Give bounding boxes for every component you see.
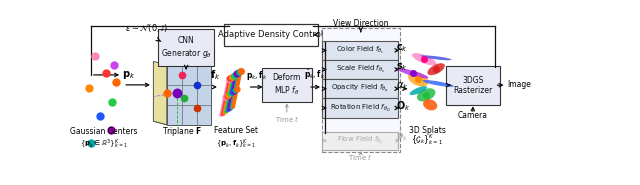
FancyBboxPatch shape [262,68,312,102]
Text: CNN
Generator $g_\theta$: CNN Generator $g_\theta$ [161,36,212,60]
FancyBboxPatch shape [322,60,399,79]
Ellipse shape [412,53,436,65]
FancyBboxPatch shape [167,65,211,125]
Ellipse shape [417,88,435,101]
Text: Gaussian Centers: Gaussian Centers [70,127,138,136]
Text: Time $t$: Time $t$ [348,152,373,162]
Text: $\{\mathcal{G}_k\}_{k=1}^K$: $\{\mathcal{G}_k\}_{k=1}^K$ [411,132,444,147]
Text: $\mathbf{p}_k$: $\mathbf{p}_k$ [122,69,135,81]
Text: Color Field $f_{\theta_c}$: Color Field $f_{\theta_c}$ [336,45,385,56]
Text: $\hat{\mathbf{p}}_k, \mathbf{f}_k$: $\hat{\mathbf{p}}_k, \mathbf{f}_k$ [304,68,325,83]
Text: $\epsilon \sim \mathcal{N}(0, \mathbb{I})$: $\epsilon \sim \mathcal{N}(0, \mathbb{I}… [125,22,168,34]
Ellipse shape [428,63,445,75]
FancyBboxPatch shape [446,66,500,105]
Ellipse shape [398,68,429,79]
Text: $\mathbf{f}_k$: $\mathbf{f}_k$ [210,68,220,82]
Text: Triplane $\mathbf{F}$: Triplane $\mathbf{F}$ [162,125,202,138]
Text: $\{\mathbf{p}_k \in \mathbb{R}^3\}_{k=1}^K$: $\{\mathbf{p}_k \in \mathbb{R}^3\}_{k=1}… [80,137,128,151]
Text: $\mathbf{s}_k$: $\mathbf{s}_k$ [396,61,408,73]
FancyBboxPatch shape [224,24,318,46]
Text: Rotation Field $f_{\theta_O}$: Rotation Field $f_{\theta_O}$ [330,102,390,114]
Ellipse shape [422,80,454,87]
FancyBboxPatch shape [158,29,214,66]
Text: Opacity Field $f_{\theta_\alpha}$: Opacity Field $f_{\theta_\alpha}$ [332,83,389,94]
Ellipse shape [420,55,452,60]
Text: $\mathbf{c}_k$: $\mathbf{c}_k$ [396,42,408,54]
Ellipse shape [410,86,427,95]
Text: Feature Set: Feature Set [214,126,259,135]
Text: Camera: Camera [458,111,488,120]
FancyBboxPatch shape [322,132,399,150]
Text: $\mathbf{p}_k, \mathbf{f}_k$: $\mathbf{p}_k, \mathbf{f}_k$ [246,70,268,83]
FancyBboxPatch shape [322,79,399,98]
Ellipse shape [423,99,437,110]
Text: Scale Field $f_{\theta_s}$: Scale Field $f_{\theta_s}$ [336,64,385,75]
FancyBboxPatch shape [322,98,399,118]
Text: Image: Image [508,80,531,89]
Text: $\alpha_k$: $\alpha_k$ [396,81,409,92]
Ellipse shape [408,72,429,87]
Text: 3D Splats: 3D Splats [409,126,445,135]
Text: 3DGS
Rasterizer: 3DGS Rasterizer [453,76,492,95]
Polygon shape [154,121,211,125]
Text: Deform
MLP $f_\theta$: Deform MLP $f_\theta$ [273,73,301,97]
Text: View Direction: View Direction [333,19,388,28]
Polygon shape [154,61,167,125]
FancyBboxPatch shape [322,41,399,60]
Text: $\hat{\mathbf{p}}_k$: $\hat{\mathbf{p}}_k$ [396,128,409,143]
Text: $\mathbf{O}_k$: $\mathbf{O}_k$ [396,99,411,113]
Text: Adaptive Density Control: Adaptive Density Control [218,30,324,39]
Text: $\{\mathbf{p}_k, \mathbf{f}_k\}_{k=1}^K$: $\{\mathbf{p}_k, \mathbf{f}_k\}_{k=1}^K$ [216,137,257,151]
Text: Flow Field $f_{\theta_p}$: Flow Field $f_{\theta_p}$ [337,134,383,147]
FancyBboxPatch shape [321,28,400,152]
Text: Time $t$: Time $t$ [275,114,299,124]
